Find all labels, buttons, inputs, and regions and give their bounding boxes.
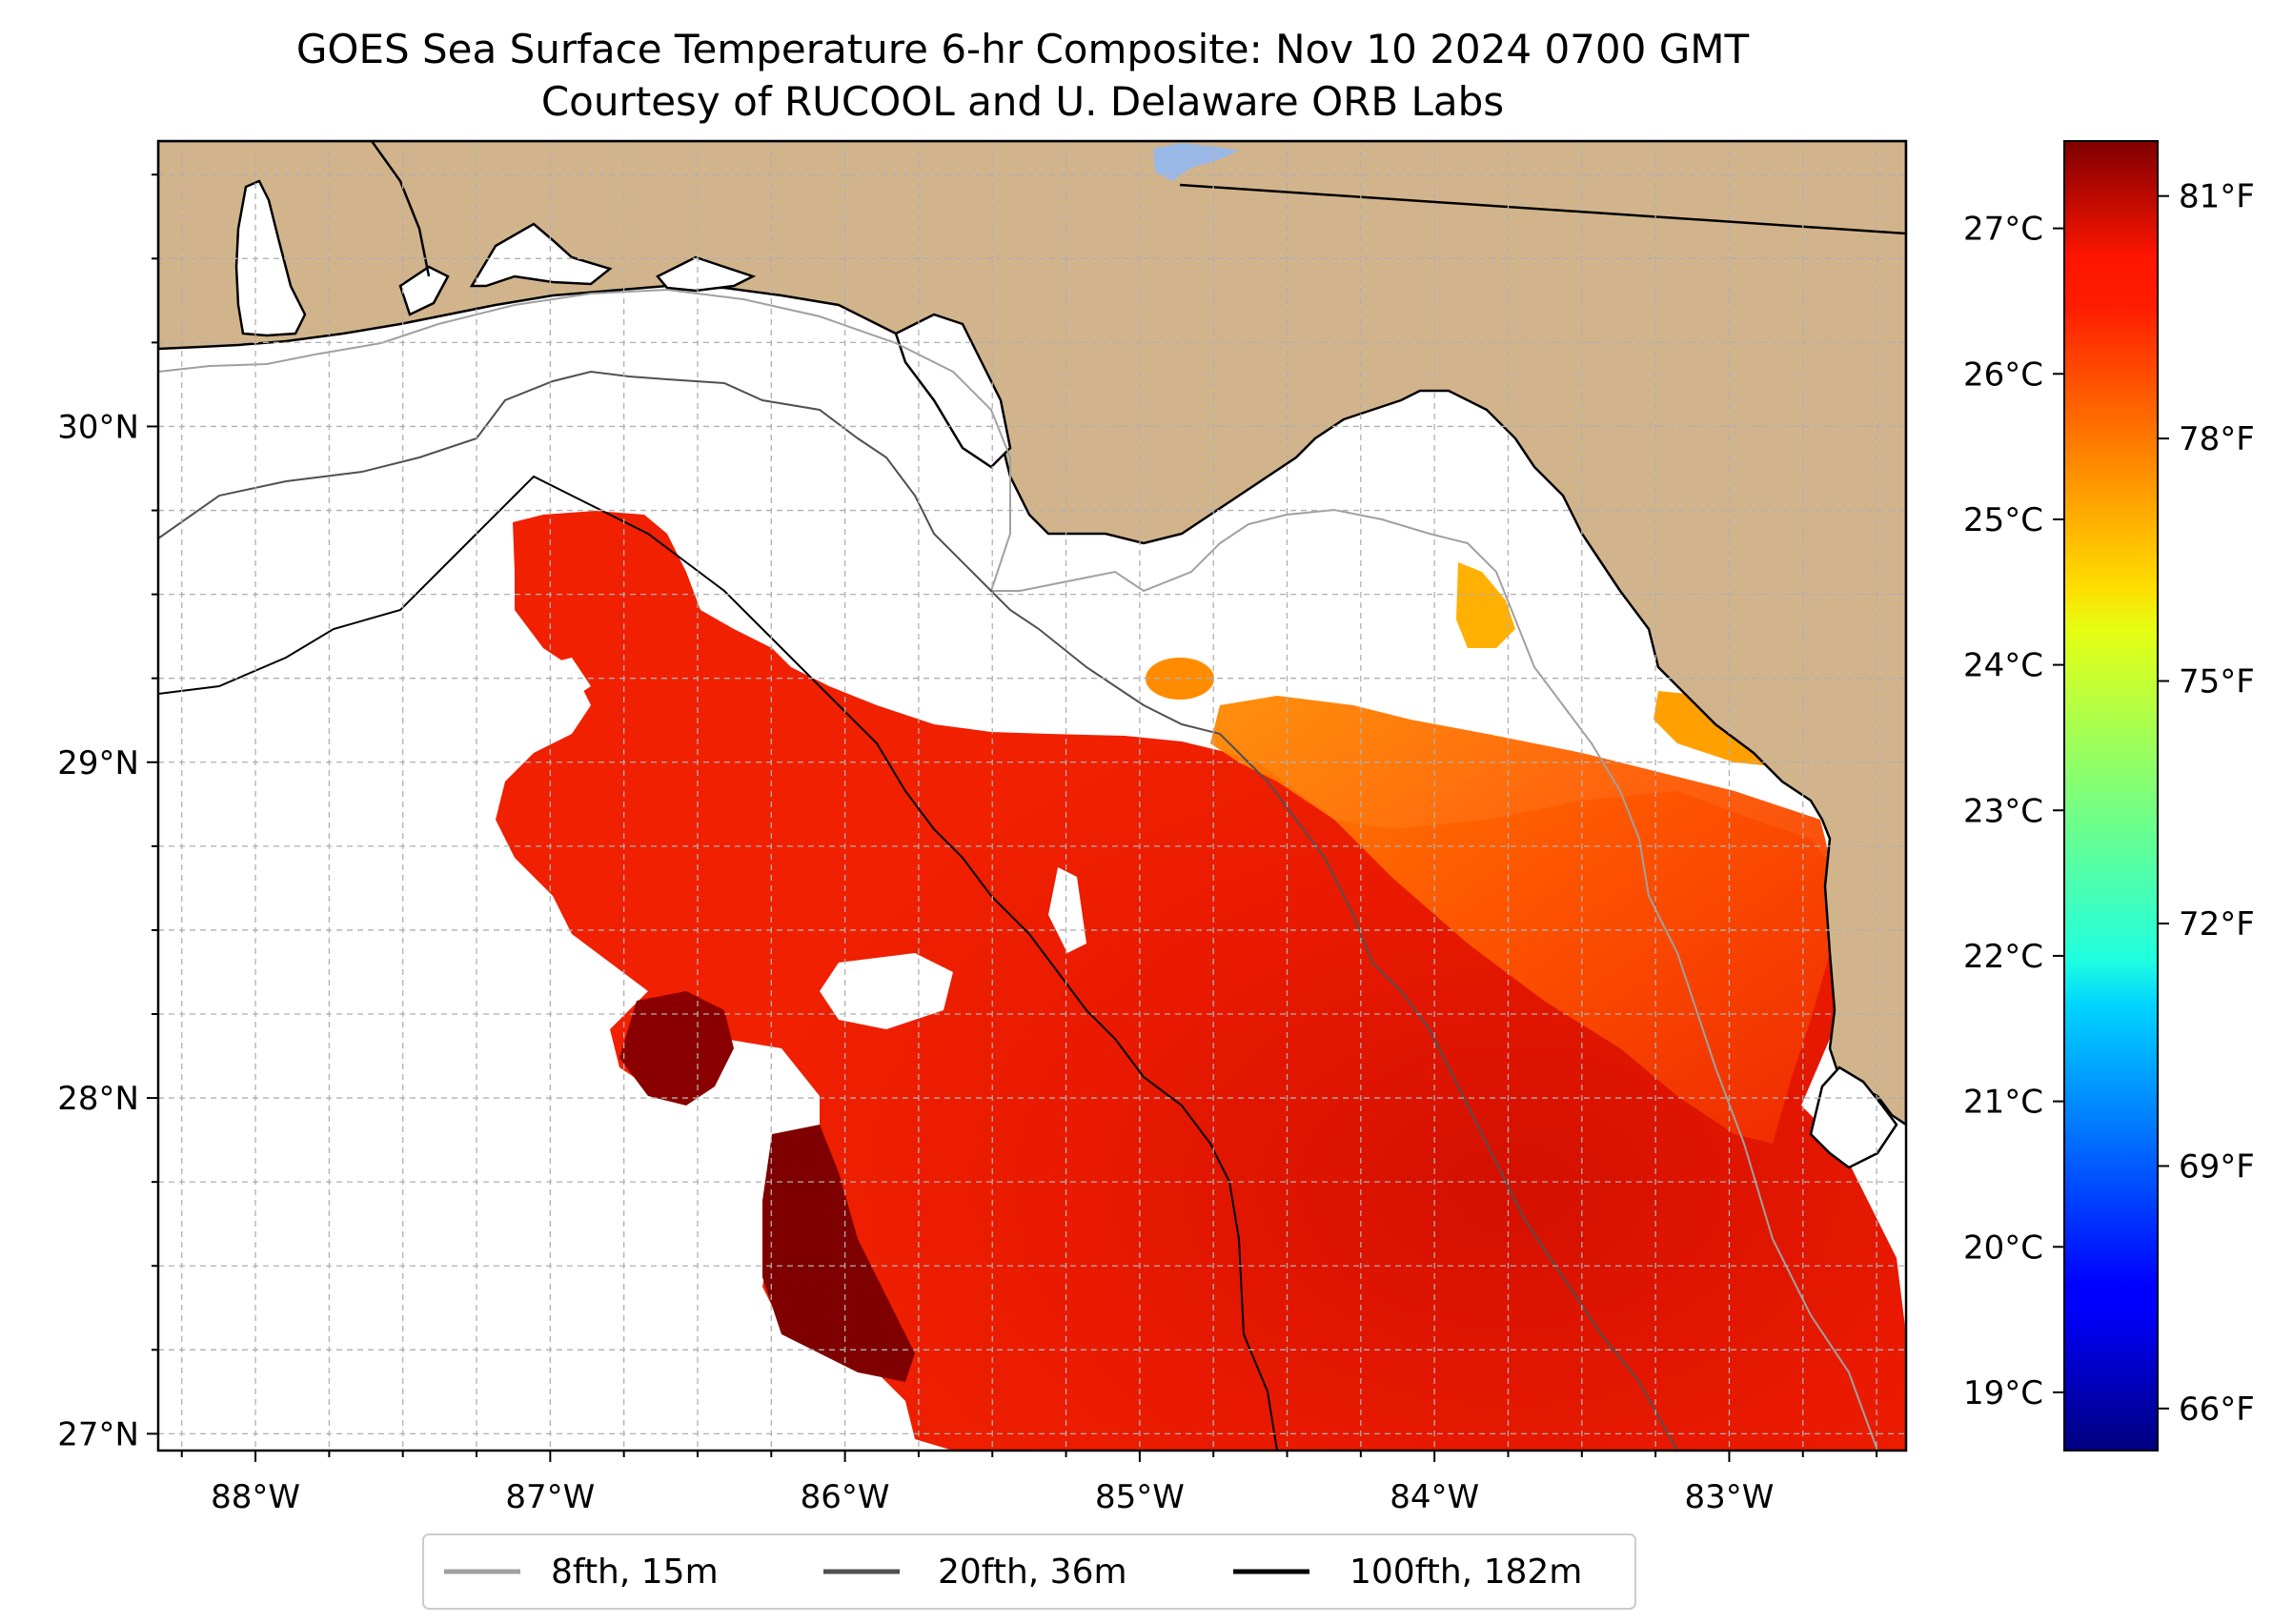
sst-warm-patch-1	[619, 991, 734, 1106]
lake-seminole	[1153, 143, 1239, 181]
st-andrew-bay	[656, 255, 757, 293]
celsius-tick-label: 25°C	[1963, 501, 2043, 539]
colorbar-gradient	[2063, 140, 2159, 1451]
figure-title-line2: Courtesy of RUCOOL and U. Delaware ORB L…	[541, 78, 1504, 125]
lon-tick-label: 85°W	[1095, 1478, 1185, 1516]
cloud-gap-3	[534, 658, 591, 705]
lat-tick-label: 29°N	[57, 744, 139, 782]
legend-label-8fth: 8fth, 15m	[551, 1553, 719, 1592]
pensacola-bay	[398, 265, 450, 316]
legend-label-100fth: 100fth, 182m	[1349, 1553, 1582, 1592]
celsius-tick-label: 22°C	[1963, 938, 2043, 976]
celsius-tick-label: 20°C	[1963, 1228, 2043, 1267]
lat-tick-label: 27°N	[57, 1415, 139, 1453]
celsius-tick-label: 27°C	[1963, 211, 2043, 249]
celsius-scale: 19°C 20°C 21°C 22°C 23°C 24°C 25°C 26°C 27°C	[1963, 211, 2064, 1412]
fahrenheit-scale: 66°F 69°F 72°F 75°F 78°F 81°F	[2158, 178, 2255, 1429]
lon-tick-label: 83°W	[1684, 1478, 1774, 1516]
sst-patch-orange-2	[1456, 562, 1515, 648]
figure-title-line1: GOES Sea Surface Temperature 6-hr Compos…	[296, 26, 1750, 72]
lon-tick-label: 86°W	[801, 1478, 890, 1516]
lon-tick-label: 84°W	[1390, 1478, 1479, 1516]
fahrenheit-tick-label: 69°F	[2179, 1147, 2255, 1186]
mobile-bay	[234, 179, 307, 337]
apalachicola-bay	[894, 313, 1012, 469]
lat-tick-label: 30°N	[57, 408, 139, 446]
map-grid	[158, 141, 1906, 1451]
cloud-gap-2	[1048, 867, 1086, 953]
legend: 8fth, 15m 20fth, 36m 100fth, 182m	[422, 1533, 1636, 1610]
fahrenheit-tick-label: 72°F	[2179, 905, 2255, 944]
map-frame	[156, 139, 1908, 1452]
map-panel	[158, 141, 1906, 1451]
contour-20fth-36m	[158, 370, 1678, 1451]
colorbar: 19°C 20°C 21°C 22°C 23°C 24°C 25°C 26°C 27°C 66°…	[1963, 140, 2255, 1451]
contour-100fth-182m	[158, 475, 1278, 1451]
fahrenheit-tick-label: 78°F	[2179, 420, 2255, 458]
land-mainland	[158, 141, 1906, 1127]
celsius-tick-label: 19°C	[1963, 1374, 2043, 1412]
fahrenheit-tick-label: 81°F	[2179, 178, 2255, 216]
cloud-gap-1	[820, 953, 953, 1029]
lat-axis: 27°N 28°N 29°N 30°N	[57, 173, 158, 1453]
choctaw-bay	[469, 222, 613, 288]
state-boundary-al	[370, 141, 431, 277]
legend-box	[422, 1533, 1636, 1610]
celsius-tick-label: 26°C	[1963, 355, 2043, 394]
celsius-tick-label: 21°C	[1963, 1084, 2043, 1122]
state-boundary	[1179, 183, 1906, 235]
sst-warm-patch-2	[762, 1125, 915, 1382]
celsius-tick-label: 24°C	[1963, 647, 2043, 685]
sst-field-east	[1210, 696, 1835, 1144]
fahrenheit-tick-label: 66°F	[2179, 1391, 2255, 1429]
legend-label-20fth: 20fth, 36m	[938, 1553, 1127, 1592]
contour-8fth-15m	[158, 288, 1878, 1451]
lat-tick-label: 28°N	[57, 1080, 139, 1118]
tampa-bay	[1809, 1066, 1898, 1169]
lon-axis: 88°W 87°W 86°W 85°W 84°W 83°W	[180, 1451, 1878, 1516]
lon-tick-label: 88°W	[211, 1478, 300, 1516]
lon-tick-label: 87°W	[505, 1478, 595, 1516]
fahrenheit-tick-label: 75°F	[2179, 663, 2255, 701]
celsius-tick-label: 23°C	[1963, 792, 2043, 830]
